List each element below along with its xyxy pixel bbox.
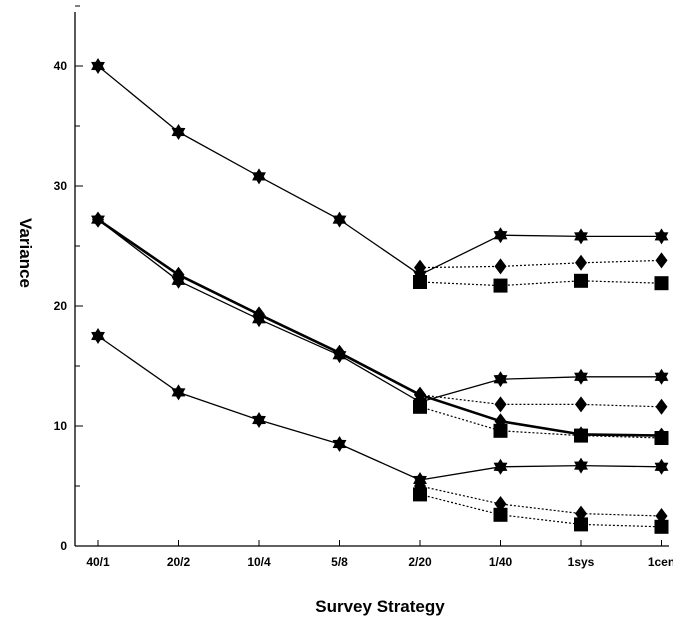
star-marker — [493, 458, 508, 475]
diamond-marker — [575, 396, 587, 413]
y-tick-label: 10 — [54, 419, 68, 433]
star-marker — [654, 458, 669, 475]
y-tick-label: 30 — [54, 179, 68, 193]
x-tick-label: 20/2 — [167, 555, 191, 569]
square-marker — [574, 273, 588, 288]
square-marker — [413, 275, 427, 289]
diamond-marker — [494, 258, 507, 275]
series-line — [419, 259, 662, 269]
diamond-marker — [253, 306, 265, 323]
y-tick-label: 0 — [60, 539, 67, 553]
square-marker — [413, 399, 427, 414]
x-tick-label: 1cen — [648, 555, 673, 569]
star-marker — [252, 168, 266, 185]
series-line — [97, 335, 662, 481]
square-marker — [413, 487, 427, 502]
star-marker — [332, 211, 347, 228]
x-tick-label: 5/8 — [331, 555, 348, 569]
star-marker — [574, 228, 588, 245]
star-marker — [574, 457, 588, 474]
series-layer — [97, 65, 662, 528]
square-marker — [493, 507, 508, 522]
series-line — [419, 394, 662, 408]
x-axis-title: Survey Strategy — [315, 597, 445, 616]
series-line — [419, 280, 662, 287]
diamond-marker — [655, 252, 668, 269]
star-marker — [493, 371, 508, 388]
series-line — [97, 218, 662, 437]
diamond-marker — [92, 211, 104, 228]
square-marker — [574, 517, 588, 532]
star-marker — [91, 328, 105, 344]
square-marker — [654, 519, 669, 534]
square-marker — [654, 431, 669, 445]
diamond-marker — [494, 396, 507, 413]
square-marker — [493, 423, 508, 438]
star-marker — [171, 384, 186, 401]
square-marker — [493, 278, 508, 293]
tick-label-layer: 0 10 20 30 40 40/1 20/2 10/4 5/8 2/20 1/40 1sys 1cen — [54, 59, 673, 569]
y-tick-label: 20 — [54, 299, 68, 313]
x-tick-label: 1/40 — [489, 555, 513, 569]
diamond-marker — [172, 266, 185, 283]
diamond-marker — [414, 386, 426, 403]
star-marker — [574, 368, 588, 385]
y-axis-title: Variance — [16, 218, 35, 288]
star-marker — [654, 368, 669, 385]
star-marker — [252, 412, 266, 428]
diamond-marker — [333, 344, 346, 361]
star-marker — [493, 227, 508, 244]
star-marker — [654, 228, 669, 245]
series-line — [419, 406, 662, 439]
square-marker — [654, 276, 669, 291]
x-tick-label: 10/4 — [247, 555, 271, 569]
series-line — [419, 493, 662, 528]
x-tick-label: 2/20 — [408, 555, 432, 569]
diamond-marker — [655, 398, 668, 415]
diamond-marker — [575, 254, 587, 271]
x-tick-label: 1sys — [568, 555, 595, 569]
chart-axes — [74, 5, 669, 547]
diamond-marker — [414, 259, 426, 276]
series-line — [97, 219, 662, 403]
x-tick-label: 40/1 — [86, 555, 110, 569]
y-tick-label: 40 — [54, 59, 68, 73]
marker-layer — [91, 58, 669, 534]
star-marker — [91, 58, 105, 74]
square-marker — [574, 428, 588, 443]
series-line — [97, 65, 662, 276]
series-line — [419, 485, 662, 517]
star-marker — [171, 124, 186, 140]
star-marker — [332, 436, 347, 452]
